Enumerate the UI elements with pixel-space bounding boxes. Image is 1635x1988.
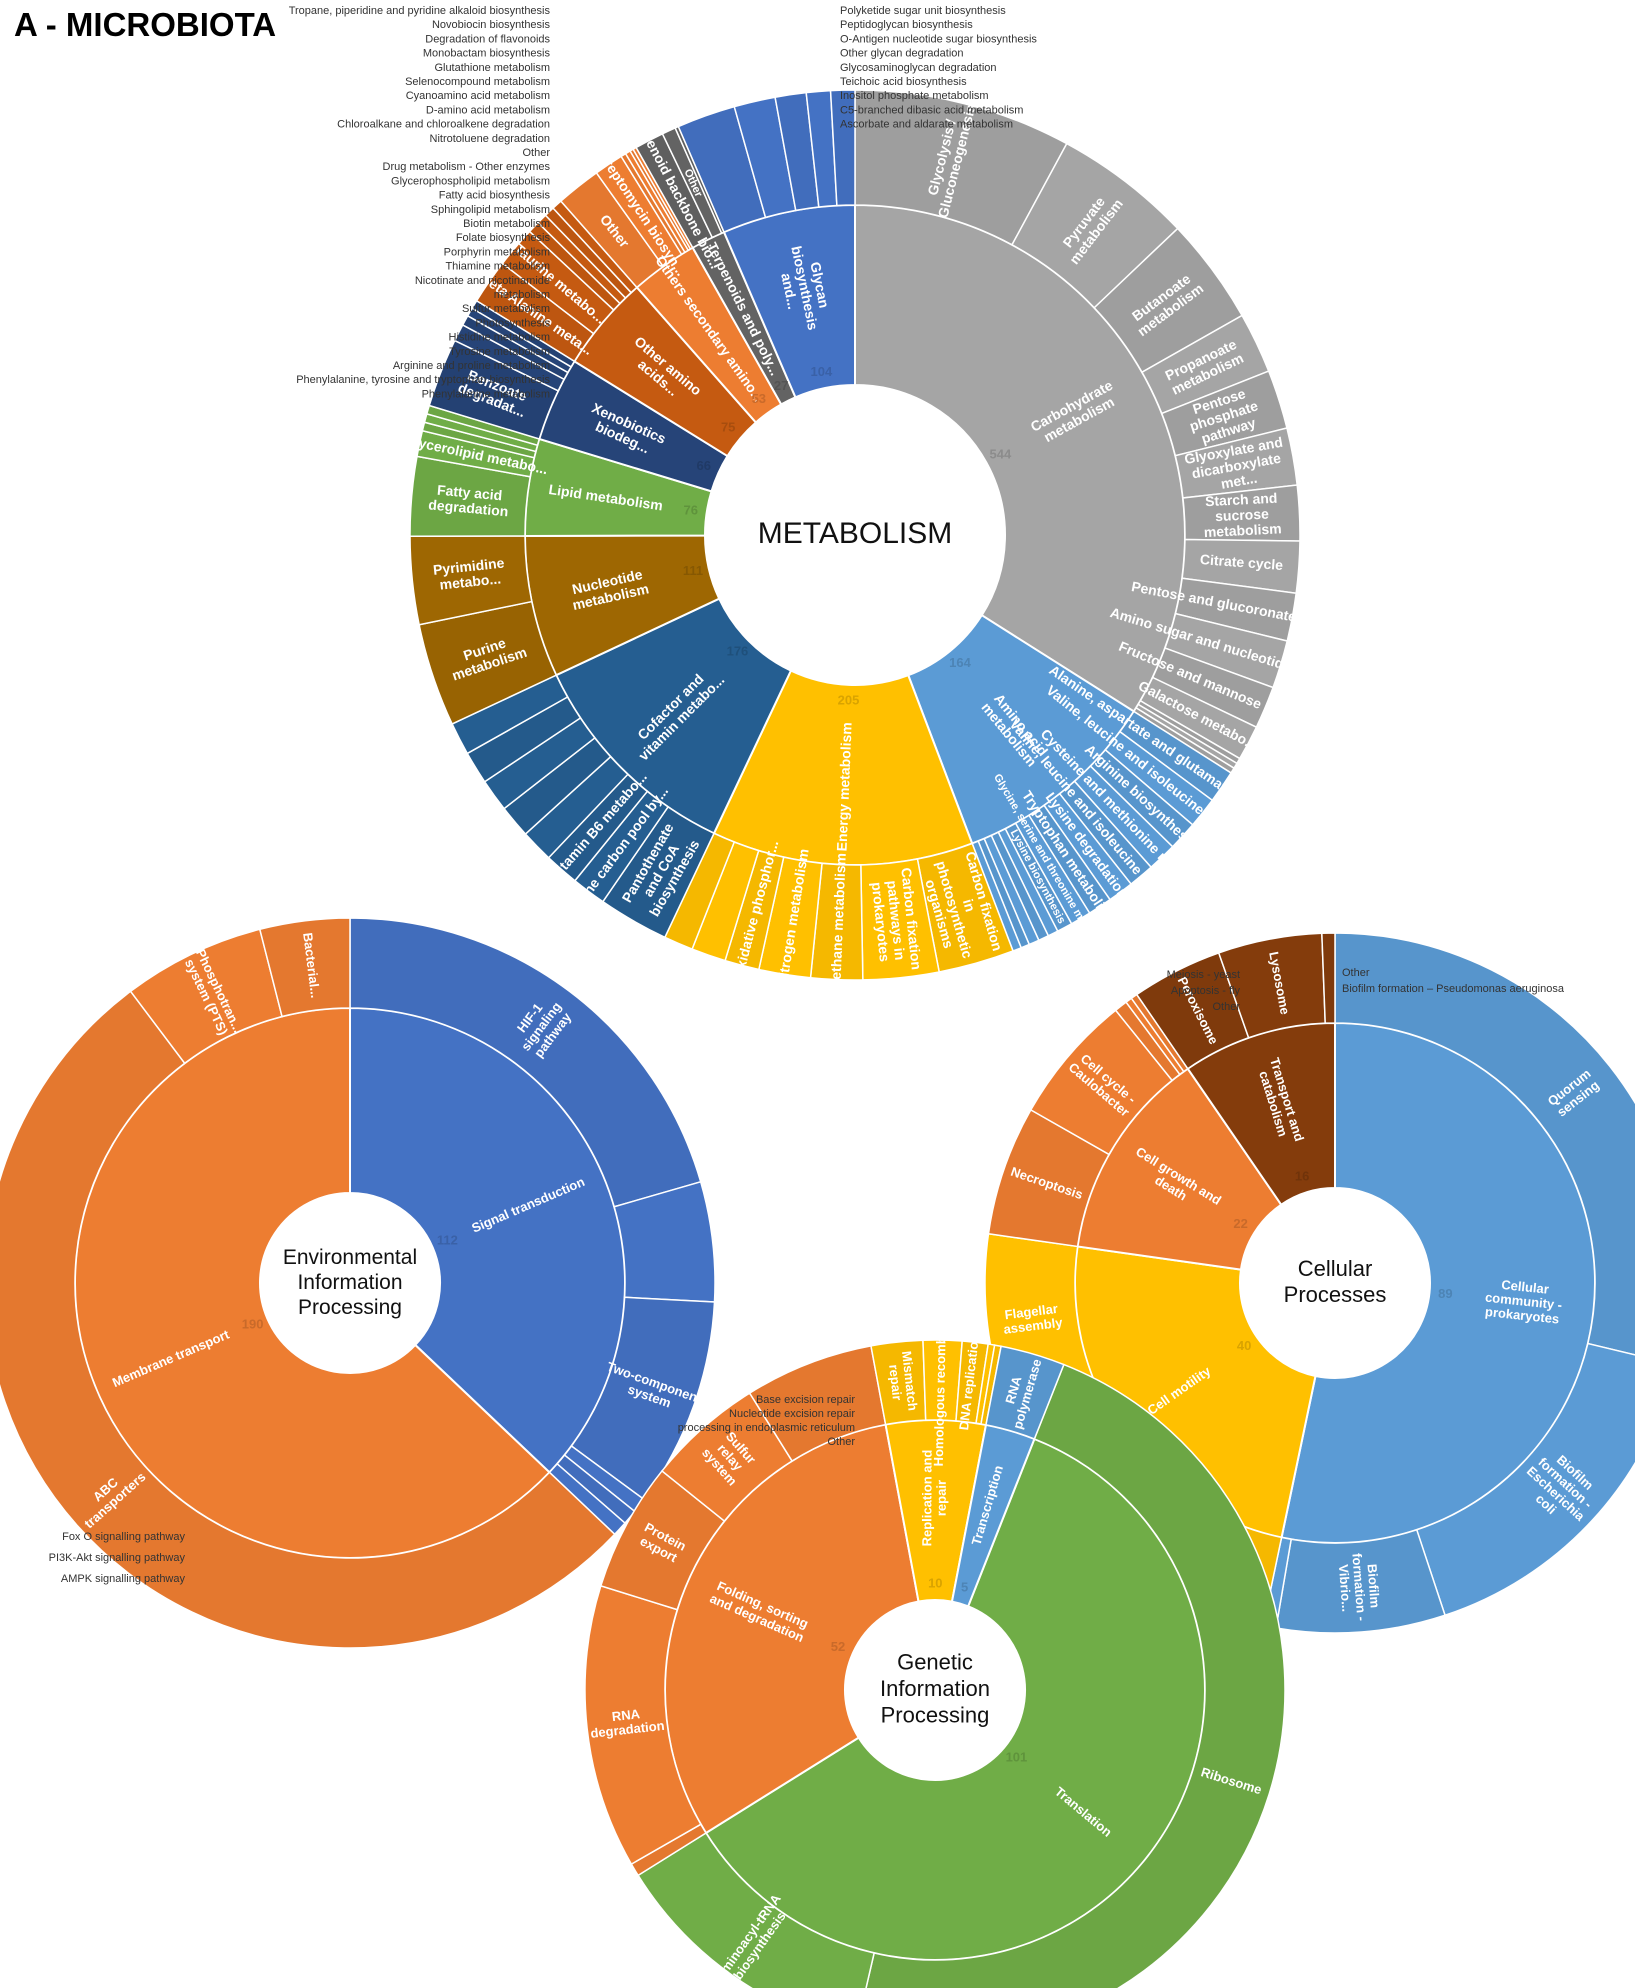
- callout-label-fox-o-signalling-pathway: Fox O signalling pathway: [62, 1531, 185, 1543]
- callout-label-novobiocin-biosynthesis: Novobiocin biosynthesis: [432, 19, 551, 31]
- outer-segment-abc-transporters: [0, 990, 616, 1649]
- callout-label-degradation-of-flavonoids: Degradation of flavonoids: [425, 33, 550, 45]
- inner-value-replication-and-repair: 10: [928, 1575, 942, 1590]
- inner-value-glycan-biosynthesis-and: 104: [811, 364, 833, 379]
- inner-value-terpenoids-and-poly: 27: [774, 378, 788, 393]
- outer-label-biofilm-formation-vibrio: Biofilmformation -Vibrio...: [1335, 1552, 1384, 1623]
- inner-value-cellular-community-prokaryotes: 89: [1438, 1286, 1452, 1301]
- callout-label-sulfur-metabolism: Sulfur metabolism: [462, 303, 550, 315]
- callout-label-ampk-signalling-pathway: AMPK signalling pathway: [61, 1573, 186, 1585]
- callout-label-other: Other: [1212, 1001, 1240, 1013]
- callout-label-apoptosis-fly: Apoptosis - fly: [1171, 985, 1241, 997]
- inner-value-signal-transduction: 112: [437, 1233, 458, 1248]
- outer-label-flagellar-assembly: Flagellarassembly: [1001, 1301, 1064, 1337]
- callout-label-monobactam-biosynthesis: Monobactam biosynthesis: [423, 48, 551, 60]
- callout-label-glutathione-metabolism: Glutathione metabolism: [434, 62, 550, 74]
- callout-label-d-amino-acid-metabolism: D-amino acid metabolism: [426, 104, 550, 116]
- inner-value-cell-growth-and-death: 22: [1233, 1216, 1247, 1231]
- inner-label-nucleotide-metabolism: Nucleotidemetabolism: [567, 565, 650, 613]
- inner-value-cell-motility: 40: [1237, 1338, 1251, 1353]
- callout-label-teichoic-acid-biosynthesis: Teichoic acid biosynthesis: [840, 76, 967, 88]
- outer-label-citrate-cycle: Citrate cycle: [1199, 551, 1283, 573]
- callout-label-base-excision-repair: Base excision repair: [756, 1394, 855, 1406]
- callout-label-other: Other: [827, 1436, 855, 1448]
- callout-label-ascorbate-and-aldarate-metabolism: Ascorbate and aldarate metabolism: [840, 119, 1013, 131]
- inner-value-other-amino-acids: 75: [721, 419, 735, 434]
- inner-value-nucleotide-metabolism: 111: [683, 563, 703, 578]
- inner-value-translation: 101: [1006, 1749, 1028, 1764]
- center-label: Genetic Information Processing: [880, 1649, 990, 1727]
- callout-label-arginine-and-proline-metabolism: Arginine and proline metabolism: [393, 360, 550, 372]
- callout-label-chloroalkane-and-chloroalkene-degradatio: Chloroalkane and chloroalkene degradatio…: [337, 119, 550, 131]
- callout-label-drug-metabolism-other-enzymes: Drug metabolism - Other enzymes: [383, 161, 551, 173]
- callout-label-nucleotide-excision-repair: Nucleotide excision repair: [729, 1408, 855, 1420]
- inner-value-membrane-transport: 190: [242, 1316, 264, 1331]
- callout-label-c5-branched-dibasic-acid-metabolism: C5-branched dibasic acid metabolism: [840, 104, 1023, 116]
- outer-segment-ribosome: [865, 1363, 1286, 1988]
- callout-label-porphyrin-metabolism: Porphyrin metabolism: [444, 246, 550, 258]
- inner-value-others-secondary-amino: 53: [752, 391, 766, 406]
- inner-value-lipid-metabolism: 76: [684, 502, 698, 517]
- callout-label-fatty-acid-biosynthesis: Fatty acid biosynthesis: [439, 190, 551, 202]
- callout-label-o-antigen-nucleotide-sugar-biosynthesis: O-Antigen nucleotide sugar biosynthesis: [840, 33, 1037, 45]
- callout-label-glycosaminoglycan-degradation: Glycosaminoglycan degradation: [840, 62, 997, 74]
- inner-value-cofactor-and-vitamin-metabo: 176: [727, 644, 749, 659]
- callout-label-photosynthesis: Photosynthesis: [475, 317, 550, 329]
- sunburst-genetic-information-processing: RibosomeAminoacyl-tRNAbiosynthesisRNAdeg…: [584, 1294, 1286, 1988]
- outer-label-mismatch-repair: Mismatchrepair: [884, 1350, 920, 1413]
- callout-label-meiosis-yeast: Meiosis - yeast: [1167, 969, 1240, 981]
- sunburst-environmental-information-processing: HIF-1signalingpathwayTwo-componentsystem…: [0, 917, 716, 1649]
- callout-label-other-glycan-degradation: Other glycan degradation: [840, 48, 964, 60]
- callout-label-thiamine-metabolism: Thiamine metabolism: [445, 261, 550, 273]
- inner-label-replication-and-repair: Replication andrepair: [920, 1450, 950, 1547]
- outer-label-pyrimidine-metabo: Pyrimidinemetabo...: [432, 554, 507, 593]
- callout-label-phenylalanine-tyrosine-and-tryptophan-bi: Phenylalanine, tyrosine and tryptophan b…: [296, 374, 550, 386]
- inner-value-folding-sorting-and-degradation: 52: [831, 1639, 845, 1654]
- inner-value-transcription: 5: [961, 1580, 968, 1595]
- sunburst-metabolism: Glycolysis /GluconeogenesisPyruvatemetab…: [289, 5, 1344, 992]
- outer-segment-other: [1321, 932, 1336, 1024]
- callout-label-peptidoglycan-biosynthesis: Peptidoglycan biosynthesis: [840, 19, 973, 31]
- figure-title: A - MICROBIOTA: [14, 6, 277, 43]
- callout-label-other: Other: [1342, 967, 1370, 979]
- callout-label-tropane-piperidine-and-pyridine-alkaloid: Tropane, piperidine and pyridine alkaloi…: [289, 5, 551, 17]
- outer-label-starch-and-sucrose-metabolism: Starch andsucrosemetabolism: [1202, 489, 1282, 540]
- callout-label-inositol-phosphate-metabolism: Inositol phosphate metabolism: [840, 90, 989, 102]
- callout-label-biotin-metabolism: Biotin metabolism: [463, 218, 550, 230]
- center-label: METABOLISM: [758, 517, 952, 550]
- callout-label-nitrotoluene-degradation: Nitrotoluene degradation: [430, 133, 550, 145]
- callout-label-selenocompound-metabolism: Selenocompound metabolism: [405, 76, 550, 88]
- callout-label-tyrosine-metabolism: Tyrosine metabolism: [449, 346, 550, 358]
- callout-label-phenylalanine-metabolism: Phenylalanine metabolism: [422, 388, 550, 400]
- callout-label-biofilm-formation-pseudomonas-aeruginosa: Biofilm formation – Pseudomonas aerugino…: [1342, 983, 1565, 995]
- outer-segment-quorum-sensing: [1334, 932, 1635, 1356]
- outer-label-methane-metabolism: Methane metabolism: [827, 853, 849, 992]
- outer-label-homologous-recombination: Homologous recombination: [931, 1294, 950, 1467]
- callout-label-other: Other: [522, 147, 550, 159]
- inner-value-carbohydrate-metabolism: 544: [990, 446, 1012, 461]
- callout-label-histidine-metabolism: Histidine metabolism: [449, 332, 550, 344]
- outer-segment-teichoic-acid-biosynthesis: [829, 89, 856, 207]
- callout-label-metabolism: metabolism: [494, 289, 550, 301]
- inner-value-amino-acid-metabolism: 164: [949, 655, 971, 670]
- callout-label-folate-biosynthesis: Folate biosynthesis: [456, 232, 551, 244]
- outer-segment-rna-polymerase: [985, 1345, 1065, 1440]
- callout-label-nicotinate-and-nicotinamide: Nicotinate and nicotinamide: [415, 275, 550, 287]
- callout-label-polyketide-sugar-unit-biosynthesis: Polyketide sugar unit biosynthesis: [840, 5, 1006, 17]
- callout-label-cyanoamino-acid-metabolism: Cyanoamino acid metabolism: [406, 90, 550, 102]
- callout-label-pi3k-akt-signalling-pathway: PI3K-Akt signalling pathway: [49, 1552, 186, 1564]
- inner-value-transport-and-catabolism: 16: [1295, 1168, 1309, 1183]
- inner-label-energy-metabolism: Energy metabolism: [833, 722, 854, 852]
- center-label: Environmental Information Processing: [283, 1245, 417, 1318]
- outer-segment-bacterial: [258, 917, 351, 1018]
- center-label: Cellular Processes: [1284, 1256, 1387, 1307]
- inner-value-xenobiotics-biodeg: 66: [697, 458, 711, 473]
- inner-value-energy-metabolism: 205: [838, 692, 860, 707]
- callout-label-glycerophospholipid-metabolism: Glycerophospholipid metabolism: [391, 175, 550, 187]
- callout-label-processing-in-endoplasmic-reticulum: processing in endoplasmic reticulum: [678, 1422, 855, 1434]
- outer-label-fatty-acid-degradation: Fatty aciddegradation: [428, 481, 511, 519]
- callout-label-sphingolipid-metabolism: Sphingolipid metabolism: [431, 204, 550, 216]
